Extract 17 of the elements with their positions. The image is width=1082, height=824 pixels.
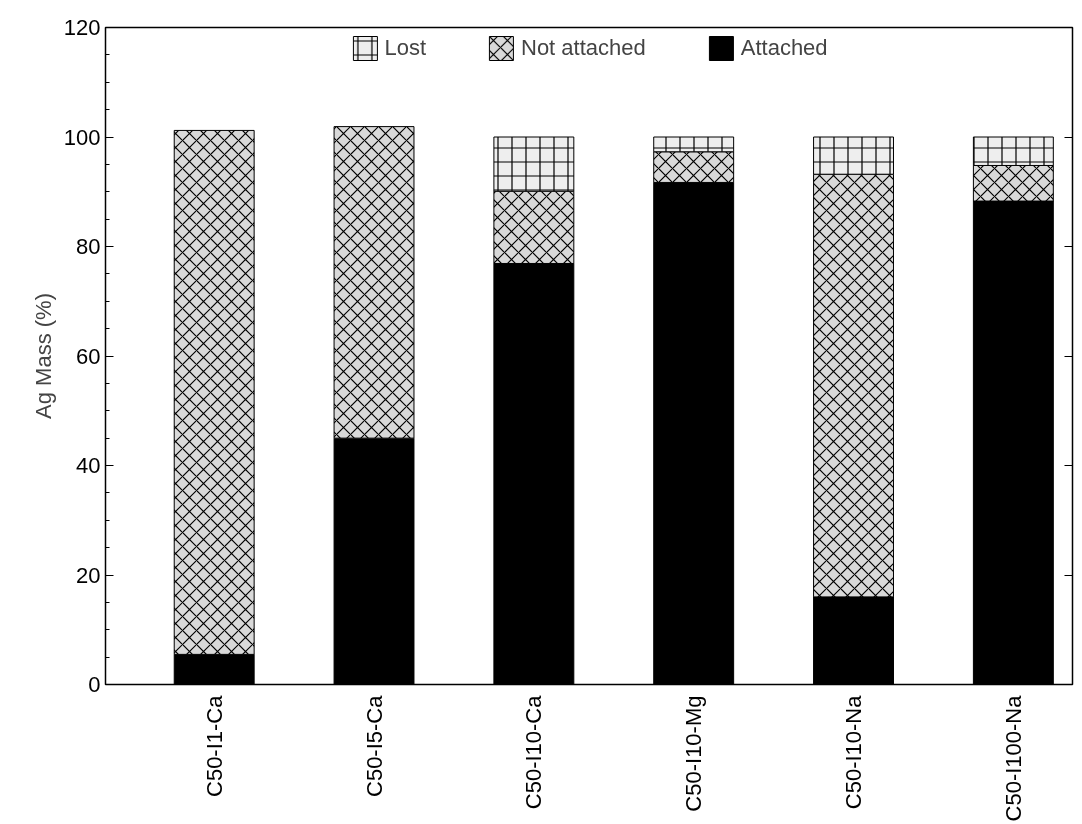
- x-tick-label: C50-I100-Na: [1000, 694, 1026, 822]
- x-tick-label: C50-I1-Ca: [201, 694, 227, 797]
- y-tick-label: 0: [88, 672, 101, 697]
- y-tick-label: 100: [63, 124, 101, 150]
- y-tick-label: 80: [76, 234, 101, 259]
- y-tick-label: 120: [63, 15, 101, 40]
- x-tick-label: C50-I10-Ca: [521, 694, 547, 810]
- x-tick-label: C50-I5-Ca: [361, 694, 387, 797]
- y-tick-label: 20: [76, 562, 101, 588]
- x-tick-label: C50-I10-Mg: [681, 695, 707, 812]
- y-tick-label: 40: [76, 453, 101, 478]
- legend-label: Not attached: [521, 35, 646, 61]
- x-tick-label: C50-I10-Na: [841, 694, 867, 810]
- y-axis-title: Ag Mass (%): [30, 293, 56, 419]
- legend-label: Lost: [384, 35, 426, 61]
- y-tick-label: 60: [76, 343, 101, 369]
- legend-label: Attached: [740, 35, 828, 61]
